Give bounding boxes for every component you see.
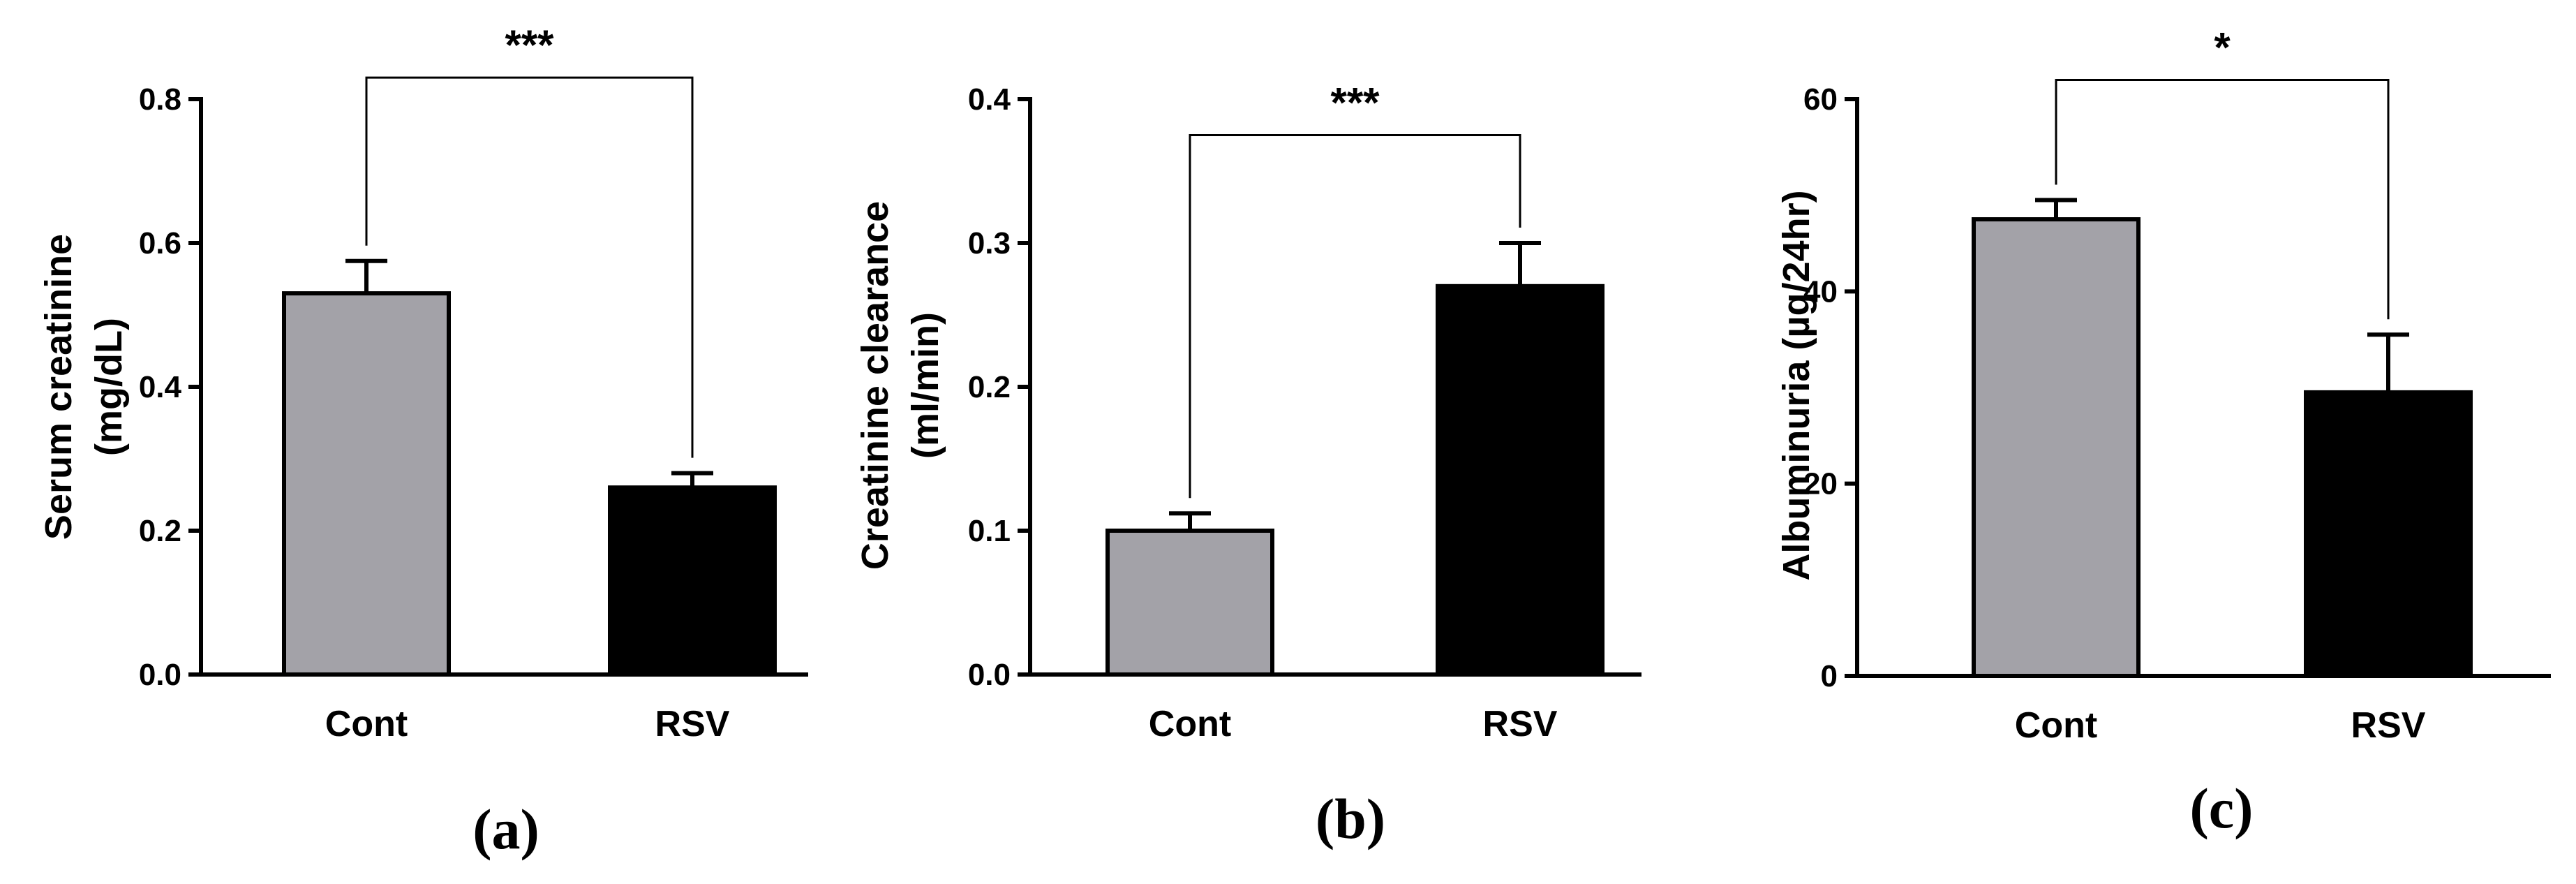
y-tick-label: 0.3	[968, 226, 1011, 260]
bar-cont	[1105, 529, 1274, 677]
y-tick-label: 0.4	[139, 370, 182, 404]
x-tick-label: RSV	[2351, 705, 2426, 746]
chart-panel-3: Cont RSV 0 20 40 60 Albuminuria (µg/24hr) * (c)	[1775, 24, 2551, 840]
significance-marker: ***	[1330, 80, 1380, 126]
y-axis-label: (ml/min)	[904, 312, 946, 459]
y-axis-label: Creatinine clearance	[854, 201, 896, 570]
significance-bracket	[365, 76, 694, 458]
x-tick-label: RSV	[655, 704, 730, 744]
bar-rsv	[2304, 390, 2473, 679]
y-tick-label: 0.0	[139, 658, 181, 692]
y-tick-label: 0.6	[139, 226, 181, 260]
chart-panel-2: Cont RSV 0.0 0.1 0.2 0.3 0.4 Creatinine clearan…	[854, 80, 1641, 850]
bar-cont	[282, 291, 451, 677]
x-tick-label: Cont	[1149, 704, 1231, 744]
significance-bracket	[2055, 78, 2390, 320]
y-tick-label: 60	[1803, 82, 1838, 117]
y-tick-label: 0.1	[968, 514, 1011, 548]
y-tick-label: 0.4	[968, 82, 1011, 117]
chart-panel-1: Cont RSV 0.0 0.2 0.4 0.6 0.8 Serum creatinine (m…	[38, 22, 808, 861]
panel-label: (c)	[2189, 776, 2253, 840]
y-tick-label: 0.2	[139, 514, 181, 548]
y-axis-label: Albuminuria (µg/24hr)	[1775, 190, 1817, 580]
significance-marker: ***	[505, 22, 554, 68]
bar-rsv	[1436, 283, 1605, 677]
y-axis-label: Serum creatinine	[38, 234, 80, 540]
y-tick-label: 40	[1803, 274, 1838, 309]
panel-label: (b)	[1316, 787, 1385, 850]
y-tick-label: 0.8	[139, 82, 181, 117]
panel-label: (a)	[472, 797, 539, 861]
y-axis-label: (mg/dL)	[88, 318, 130, 456]
x-tick-label: Cont	[325, 704, 408, 744]
bar-cont	[1972, 217, 2141, 679]
y-tick-label: 0.2	[968, 370, 1011, 404]
x-tick-label: Cont	[2015, 705, 2097, 746]
significance-marker: *	[2214, 24, 2231, 71]
bar-rsv	[608, 485, 777, 677]
y-tick-label: 0.0	[968, 658, 1011, 692]
significance-bracket	[1189, 134, 1521, 499]
y-tick-label: 20	[1803, 467, 1838, 501]
x-tick-label: RSV	[1483, 704, 1558, 744]
y-tick-label: 0	[1821, 659, 1838, 693]
